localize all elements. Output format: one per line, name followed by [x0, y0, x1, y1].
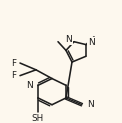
- Text: N: N: [65, 35, 72, 44]
- Text: N: N: [26, 81, 33, 90]
- Text: F: F: [11, 59, 16, 68]
- Text: F: F: [11, 71, 16, 80]
- Text: SH: SH: [32, 114, 44, 123]
- Text: N: N: [87, 100, 94, 109]
- Text: N: N: [88, 38, 95, 47]
